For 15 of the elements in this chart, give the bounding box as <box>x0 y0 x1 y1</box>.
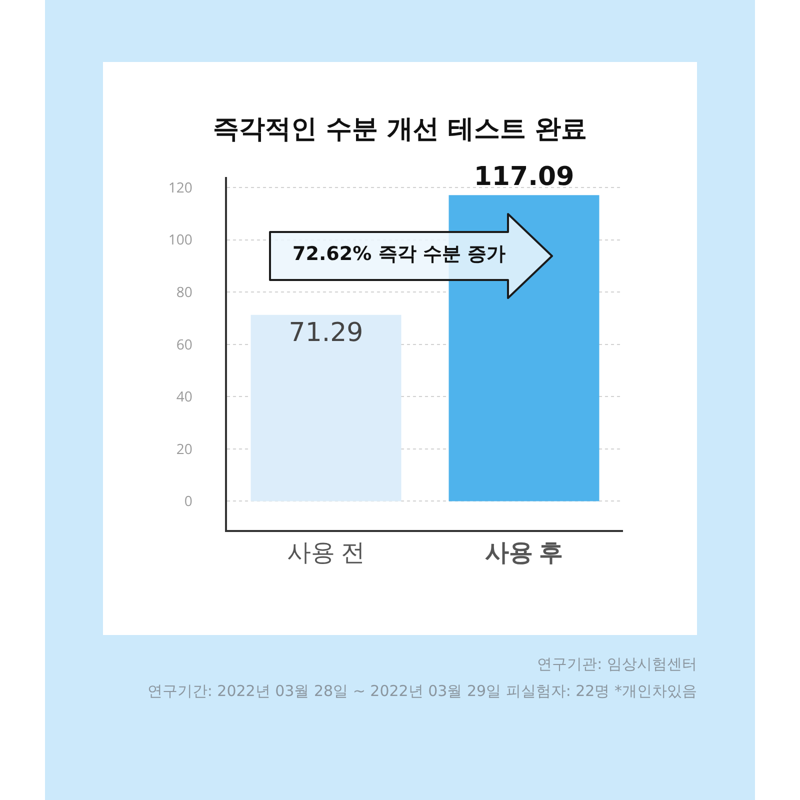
y-tick-label: 20 <box>176 440 192 459</box>
data-label: 71.29 <box>288 318 364 348</box>
chart-title: 즉각적인 수분 개선 테스트 완료 <box>212 114 588 144</box>
y-tick-label: 40 <box>176 388 192 407</box>
text: 연구기관: 임상시험센터 <box>537 655 697 674</box>
x-tick-label: 사용 전 <box>286 536 366 569</box>
data-label: 117.09 <box>474 162 574 192</box>
text: 연구기간: 2022년 03월 28일 ~ 2022년 03월 29일 피실험자: 22명 *개인차있음 <box>147 682 697 701</box>
y-tick-label: 80 <box>176 282 192 302</box>
y-tick-label: 120 <box>168 178 192 198</box>
y-tick-label: 60 <box>176 335 192 354</box>
x-tick-label: 사용 후 <box>484 536 564 569</box>
annotation: 72.62% 즉각 수분 증가 <box>292 242 506 267</box>
y-tick-label: 100 <box>168 230 192 250</box>
y-tick-label: 0 <box>184 492 192 512</box>
